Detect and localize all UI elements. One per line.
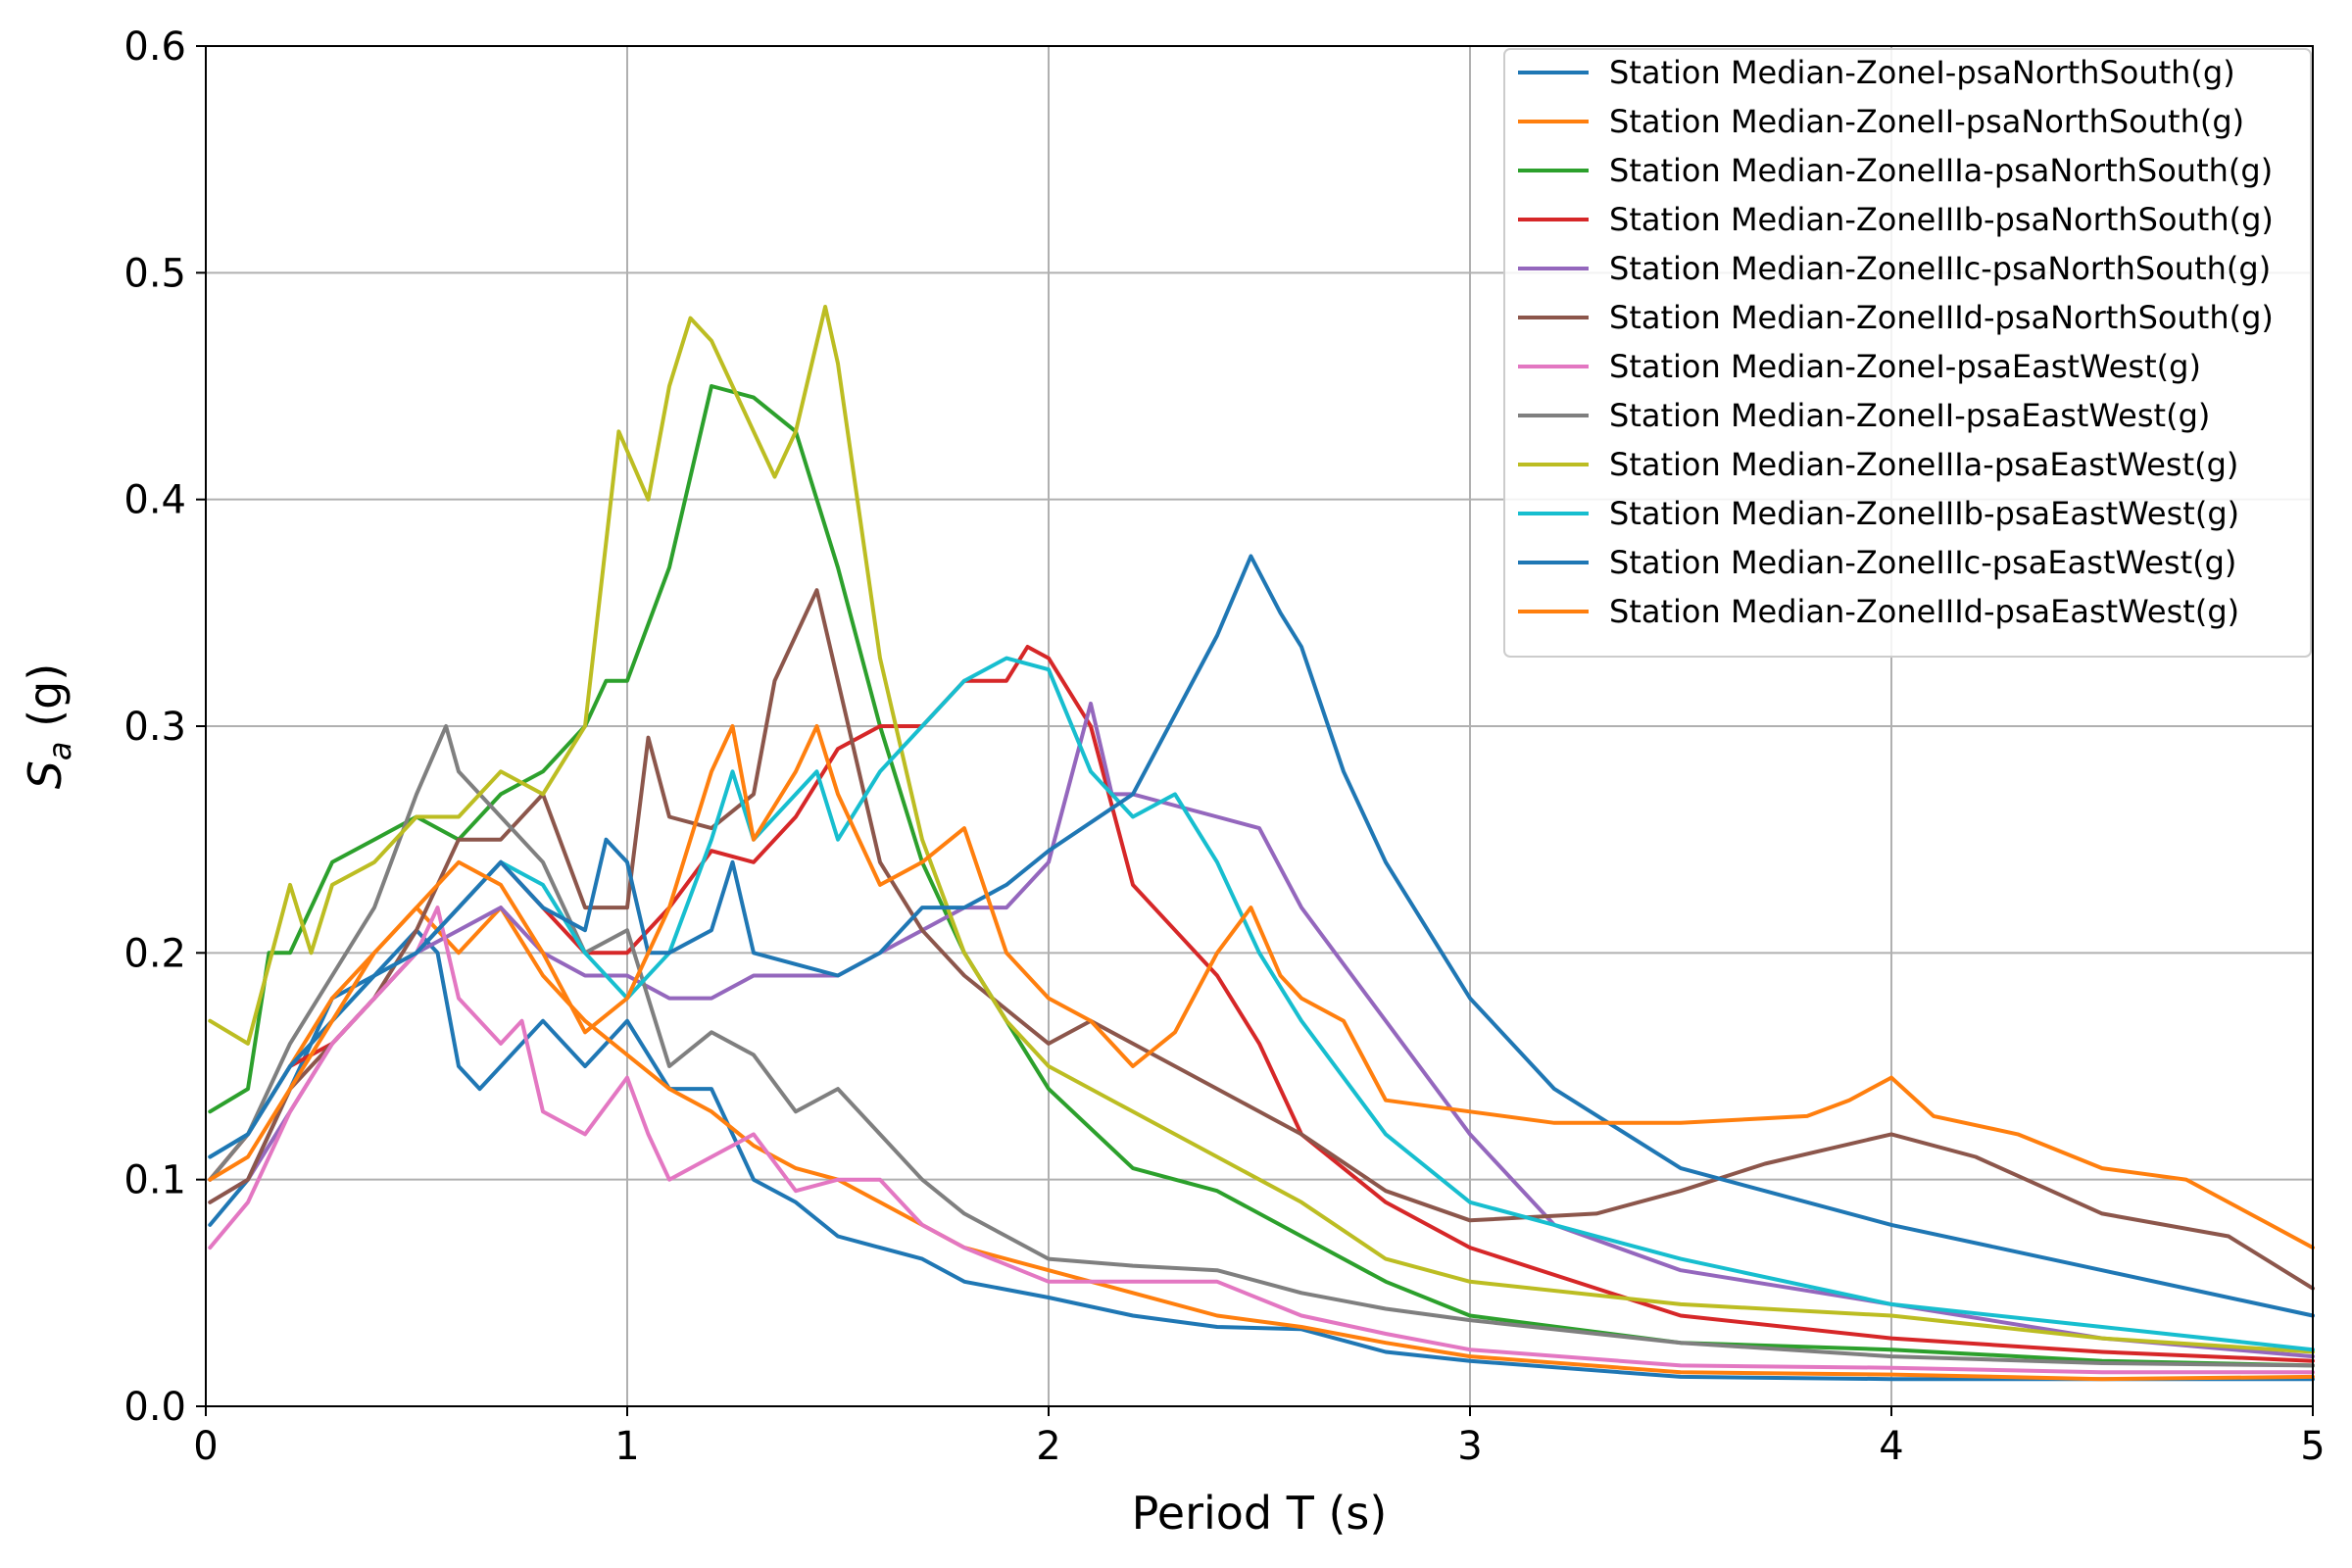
y-tick-label: 0.2 (123, 931, 186, 976)
x-tick-label: 5 (2300, 1424, 2325, 1469)
y-tick-label: 0.3 (123, 705, 186, 750)
legend-entry: Station Median-ZoneIIIc-psaEastWest(g) (1609, 544, 2236, 581)
y-axis-label-sub: a (41, 741, 78, 760)
x-axis-label: Period T (s) (1132, 1487, 1388, 1540)
y-tick-label: 0.0 (123, 1385, 186, 1430)
legend-box (1503, 48, 2312, 658)
x-tick-label: 2 (1036, 1424, 1060, 1469)
series-line-7 (208, 906, 2315, 1375)
legend-entry: Station Median-ZoneI-psaNorthSouth(g) (1609, 54, 2235, 91)
y-axis-label: Sa (g) (19, 663, 78, 790)
legend-entry: Station Median-ZoneII-psaEastWest(g) (1609, 397, 2210, 434)
series-line-11 (208, 554, 2315, 1318)
legend-entry: Station Median-ZoneIIIa-psaNorthSouth(g) (1609, 152, 2273, 189)
legend: Station Median-ZoneI-psaNorthSouth(g) Sta… (1503, 48, 2312, 658)
legend-entry: Station Median-ZoneIIIa-psaEastWest(g) (1609, 446, 2238, 483)
legend-entry: Station Median-ZoneI-psaEastWest(g) (1609, 348, 2201, 385)
y-axis-label-main: S (19, 760, 72, 789)
legend-entry: Station Median-ZoneIIIb-psaEastWest(g) (1609, 495, 2239, 532)
legend-entry: Station Median-ZoneIIIc-psaNorthSouth(g) (1609, 250, 2271, 287)
legend-entry: Station Median-ZoneIIId-psaNorthSouth(g) (1609, 299, 2274, 336)
y-tick-label: 0.1 (123, 1158, 186, 1203)
x-tick-label: 0 (193, 1424, 218, 1469)
series-lines (208, 305, 2315, 1382)
y-tick-label: 0.6 (123, 24, 186, 70)
y-tick-label: 0.5 (123, 251, 186, 296)
x-tick-label: 1 (614, 1424, 639, 1469)
legend-entry: Station Median-ZoneII-psaNorthSouth(g) (1609, 103, 2244, 140)
series-line-8 (208, 724, 2315, 1368)
x-tick-label: 4 (1879, 1424, 1903, 1469)
series-line-3 (208, 384, 2315, 1368)
ticks: 0 1 2 3 4 5 0.0 0.1 0.2 0.3 0.4 0.5 0.6 (123, 24, 2325, 1469)
y-tick-label: 0.4 (123, 478, 186, 523)
legend-entry: Station Median-ZoneIIIb-psaNorthSouth(g) (1609, 201, 2274, 238)
series-line-9 (208, 305, 2315, 1354)
x-tick-label: 3 (1457, 1424, 1482, 1469)
series-line-6 (208, 588, 2315, 1291)
y-axis-label-unit: (g) (19, 663, 72, 742)
series-line-12 (208, 724, 2315, 1250)
legend-entry: Station Median-ZoneIIId-psaEastWest(g) (1609, 593, 2239, 630)
